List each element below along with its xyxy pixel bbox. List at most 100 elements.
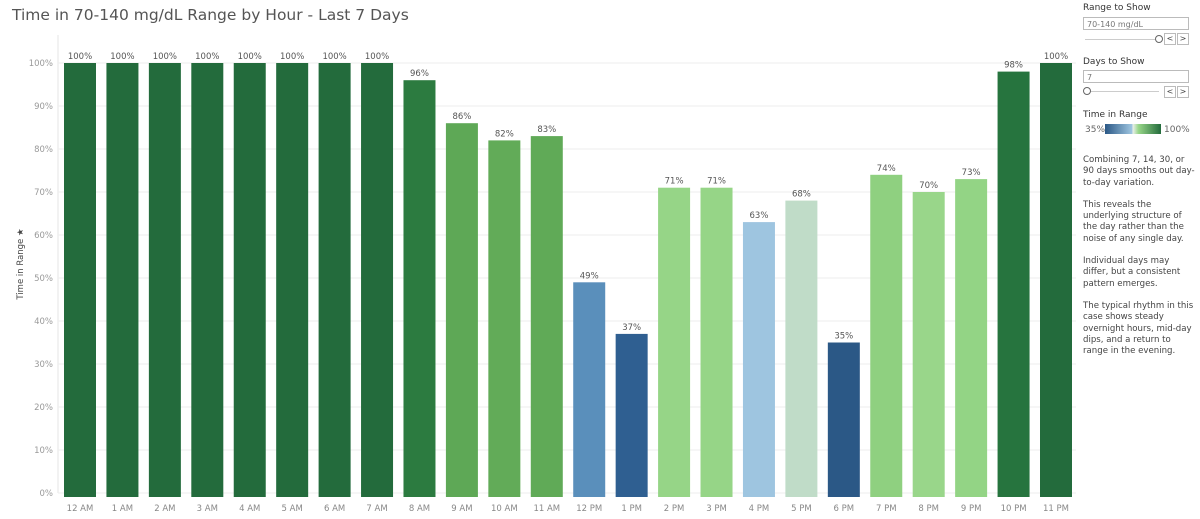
bar — [191, 63, 224, 497]
range-next-button[interactable]: > — [1177, 33, 1189, 45]
note: Individual days may differ, but a consis… — [1083, 256, 1181, 289]
bar — [106, 63, 139, 497]
bar — [615, 333, 648, 497]
data-label: 100% — [322, 52, 346, 62]
chart-title: Time in 70-140 mg/dL Range by Hour - Las… — [12, 6, 409, 24]
data-label: 68% — [792, 190, 811, 200]
x-tick-label: 2 AM — [154, 504, 175, 514]
data-label: 63% — [750, 211, 769, 221]
range-slider-knob[interactable] — [1155, 35, 1163, 43]
data-label: 98% — [1004, 61, 1023, 71]
note: The typical rhythm in this case shows st… — [1083, 300, 1194, 357]
data-label: 100% — [153, 52, 177, 62]
y-axis-title: Time in Range ★ — [16, 228, 26, 301]
x-tick-label: 10 AM — [491, 504, 518, 514]
x-tick-label: 2 PM — [664, 504, 685, 514]
range-slider[interactable] — [1085, 35, 1163, 43]
y-tick-label: 40% — [34, 317, 53, 327]
x-tick-label: 6 AM — [324, 504, 345, 514]
y-tick-label: 50% — [34, 274, 53, 284]
y-tick-label: 60% — [34, 231, 53, 241]
x-tick-label: 7 PM — [876, 504, 897, 514]
data-label: 96% — [410, 69, 429, 79]
x-tick-label: 9 AM — [451, 504, 472, 514]
x-tick-label: 8 AM — [409, 504, 430, 514]
note: This reveals the underlying structure of… — [1083, 199, 1184, 244]
x-tick-label: 6 PM — [834, 504, 855, 514]
y-tick-label: 10% — [34, 446, 53, 456]
data-label: 49% — [580, 271, 599, 281]
bar — [955, 179, 988, 497]
legend-gradient — [1105, 124, 1161, 134]
x-tick-label: 5 AM — [282, 504, 303, 514]
x-tick-label: 1 PM — [621, 504, 642, 514]
data-label: 35% — [834, 332, 853, 342]
notes: Combining 7, 14, 30, or 90 days smooths … — [1083, 155, 1195, 368]
bar — [318, 63, 351, 497]
bar — [573, 282, 606, 497]
days-label: Days to Show — [1083, 57, 1145, 67]
data-label: 100% — [195, 52, 219, 62]
x-tick-label: 3 AM — [197, 504, 218, 514]
data-label: 71% — [707, 177, 726, 187]
data-label: 100% — [110, 52, 134, 62]
x-tick-label: 4 AM — [239, 504, 260, 514]
data-label: 70% — [919, 181, 938, 191]
range-prev-button[interactable]: < — [1164, 33, 1176, 45]
bar — [64, 63, 96, 497]
note: Combining 7, 14, 30, or 90 days smooths … — [1083, 155, 1195, 188]
legend-min: 35% — [1085, 125, 1106, 135]
x-tick-label: 11 AM — [533, 504, 560, 514]
bar — [361, 63, 394, 497]
data-label: 73% — [962, 168, 981, 178]
data-label: 100% — [238, 52, 262, 62]
days-slider[interactable] — [1083, 87, 1159, 95]
x-tick-label: 1 AM — [112, 504, 133, 514]
x-tick-label: 7 AM — [366, 504, 387, 514]
bar — [233, 63, 266, 497]
bar — [1040, 63, 1072, 497]
data-label: 37% — [622, 323, 641, 333]
y-tick-label: 70% — [34, 188, 53, 198]
bar — [870, 174, 903, 498]
bar — [912, 192, 945, 497]
bar — [997, 71, 1030, 497]
bar — [700, 187, 733, 497]
y-tick-label: 80% — [34, 145, 53, 155]
x-tick-label: 12 AM — [67, 504, 94, 514]
bar — [530, 136, 563, 497]
x-tick-label: 5 PM — [791, 504, 812, 514]
y-tick-label: 30% — [34, 360, 53, 370]
y-tick-label: 20% — [34, 403, 53, 413]
data-label: 82% — [495, 129, 514, 139]
data-label: 74% — [877, 164, 896, 174]
data-label: 100% — [280, 52, 304, 62]
data-label: 83% — [537, 125, 556, 135]
data-label: 100% — [1044, 52, 1068, 62]
legend-title: Time in Range — [1083, 110, 1148, 120]
data-label: 100% — [365, 52, 389, 62]
bar — [445, 123, 478, 497]
y-tick-label: 0% — [40, 489, 54, 499]
bar — [658, 187, 691, 497]
days-input[interactable]: 7 — [1083, 70, 1189, 83]
range-select[interactable]: 70-140 mg/dL — [1083, 17, 1189, 30]
x-tick-label: 11 PM — [1043, 504, 1069, 514]
bar — [827, 342, 860, 497]
bar-chart: 0% 10% 20% 30% 40% 50% 60% 70% 80% 90% 100% Time in… — [16, 35, 1076, 514]
y-tick-label: 100% — [29, 59, 53, 69]
legend-max: 100% — [1164, 125, 1190, 135]
days-slider-knob[interactable] — [1083, 87, 1091, 95]
x-tick-label: 10 PM — [1001, 504, 1027, 514]
y-tick-label: 90% — [34, 102, 53, 112]
x-tick-label: 12 PM — [576, 504, 602, 514]
data-label: 100% — [68, 52, 92, 62]
bar — [785, 200, 818, 497]
bar — [488, 140, 521, 497]
data-label: 71% — [665, 177, 684, 187]
data-label: 86% — [452, 112, 471, 122]
days-prev-button[interactable]: < — [1164, 86, 1176, 98]
x-tick-label: 8 PM — [918, 504, 939, 514]
days-next-button[interactable]: > — [1177, 86, 1189, 98]
bar — [403, 80, 436, 497]
